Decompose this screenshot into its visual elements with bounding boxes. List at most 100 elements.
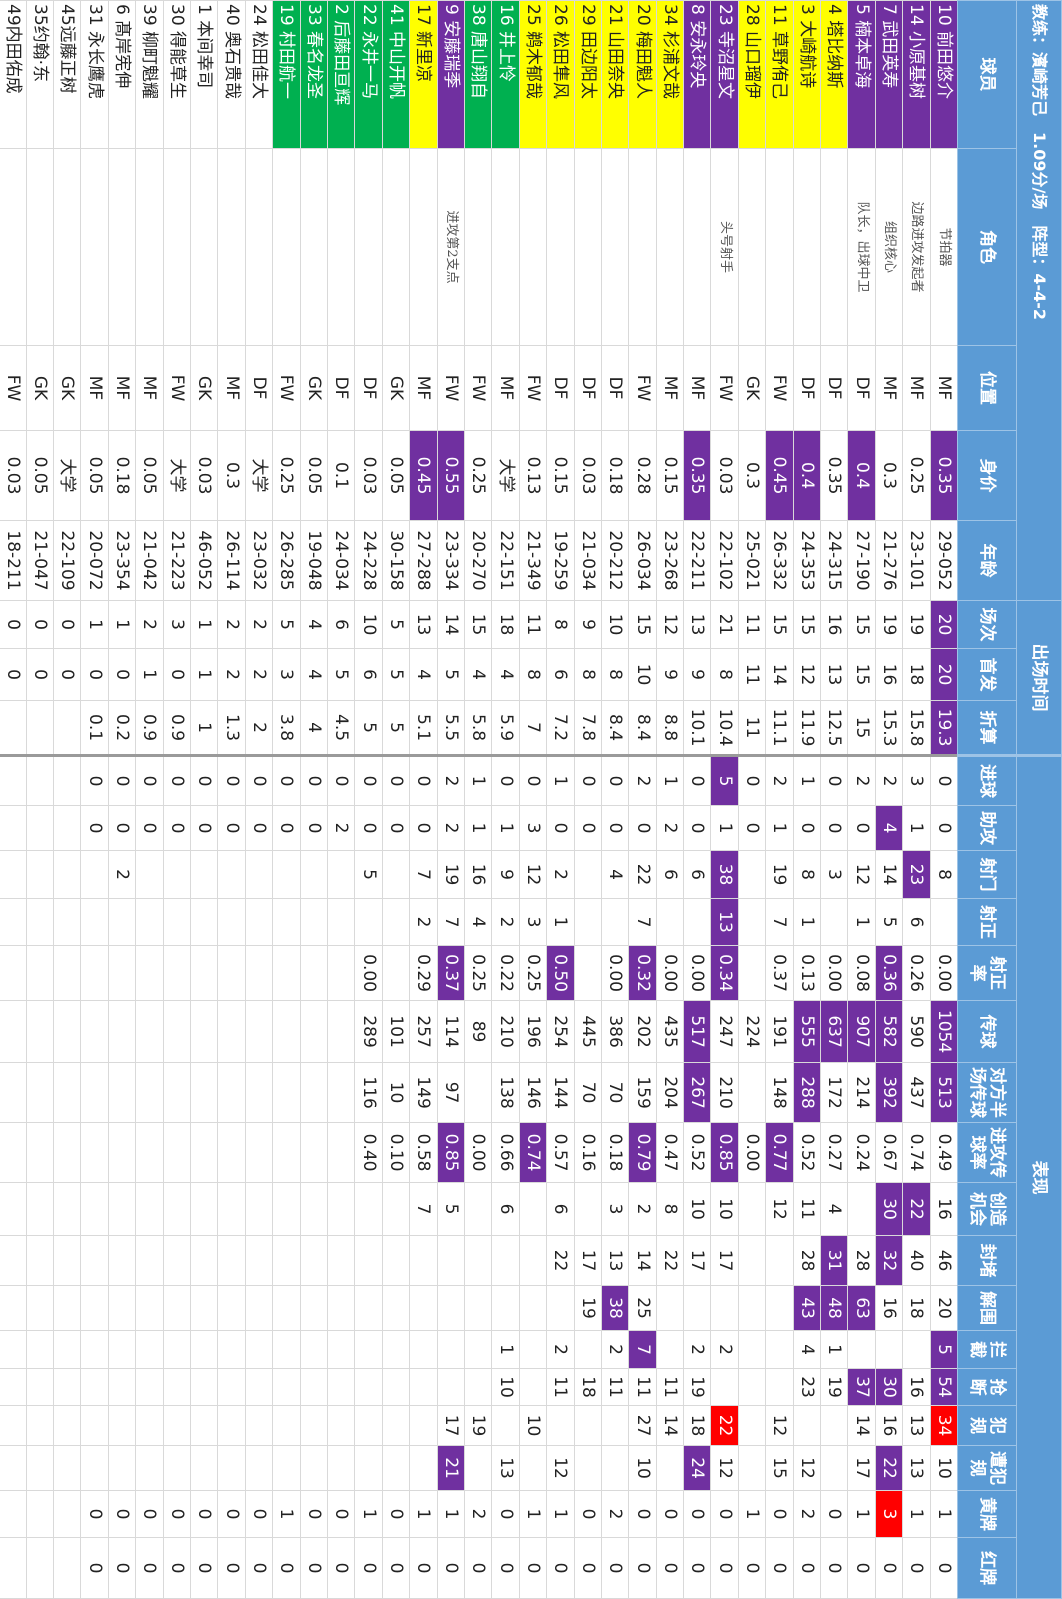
cell [53, 1235, 81, 1286]
cell: 10 [491, 1368, 520, 1406]
cell [108, 148, 136, 346]
cell [245, 1330, 273, 1369]
cell: 0.27 [820, 1122, 848, 1183]
cell: 1 [738, 1490, 766, 1538]
cell: 2 [327, 805, 355, 851]
cell: 12 [546, 1445, 575, 1491]
cell [190, 148, 218, 346]
cell: 288 [793, 1062, 821, 1123]
cell [81, 1182, 109, 1236]
cell: 10 [710, 1182, 739, 1236]
cell [81, 148, 109, 346]
cell [217, 945, 246, 1001]
column-header: 位置 [957, 345, 1017, 431]
player-name: 6 髙岸宪伸 [108, 0, 136, 149]
cell: 0.03 [190, 430, 218, 521]
cell: 0 [683, 1490, 711, 1538]
cell: 15 [847, 600, 876, 649]
cell: 0 [245, 755, 273, 806]
cell [26, 805, 54, 851]
player-row: 23 寺沼星文 头号射手 FW 0.03 22-102 21 8 10.4 5 1 38 13 0.34… [710, 0, 739, 1599]
cell: 0.50 [546, 945, 575, 1001]
cell [135, 1122, 164, 1183]
cell [546, 148, 575, 346]
cell [574, 898, 602, 946]
player-name: 3 大崎航诗 [793, 0, 821, 149]
cell [81, 1330, 109, 1369]
cell [0, 1182, 27, 1236]
cell [217, 1368, 246, 1406]
cell: 172 [820, 1062, 848, 1123]
cell: 22 [628, 850, 657, 899]
cell: 16 [875, 1405, 903, 1446]
cell: 21-034 [574, 520, 602, 601]
cell: 13 [601, 1235, 629, 1286]
cell [163, 1330, 191, 1369]
cell [354, 1285, 383, 1331]
player-name: 25 鹈木郁哉 [519, 0, 547, 149]
player-name: 41 中山开帆 [382, 0, 410, 149]
player-name: 7 武田英寿 [875, 0, 903, 149]
cell: 30 [875, 1182, 903, 1236]
cell: 0 [163, 648, 191, 701]
cell [546, 1405, 575, 1446]
player-row: 19 村田航一 FW 0.25 26-285 5 3 3.8 0 0 1 0 [272, 0, 301, 1599]
cell: DF [793, 345, 821, 431]
cell: 24-228 [354, 520, 383, 601]
cell: 19 [464, 1405, 492, 1446]
cell [491, 1405, 520, 1446]
cell: 17 [710, 1235, 739, 1286]
cell: 0 [354, 755, 383, 806]
cell: MF [902, 345, 931, 431]
cell: 0 [409, 1537, 438, 1599]
cell [108, 1405, 136, 1446]
cell: 1 [190, 648, 218, 701]
cell: 1 [491, 1330, 520, 1369]
cell [135, 1368, 164, 1406]
player-row: 14 小原基树 边路进攻发起者 MF 0.25 23-101 19 18 15.8 3 1 23 6 0… [902, 0, 931, 1599]
cell [272, 1182, 301, 1236]
cell [738, 1062, 766, 1123]
cell [272, 1000, 301, 1063]
cell: 13 [820, 648, 848, 701]
cell: 18-211 [0, 520, 27, 601]
cell: 48 [820, 1285, 848, 1331]
cell: 191 [765, 1000, 794, 1063]
cell: 0.05 [135, 430, 164, 521]
cell: 6 [327, 600, 355, 649]
cell [53, 755, 81, 806]
cell: 210 [491, 1000, 520, 1063]
cell: 23-101 [902, 520, 931, 601]
cell: 5.1 [409, 700, 438, 756]
cell: 23-268 [656, 520, 684, 601]
player-name: 17 新里凉 [409, 0, 438, 149]
player-row: 45远藤正树 GK 大学 22-109 0 0 [53, 0, 81, 1599]
cell [464, 1182, 492, 1236]
cell: 0.24 [847, 1122, 876, 1183]
cell: 437 [902, 1062, 931, 1123]
cell: 11 [793, 1182, 821, 1236]
cell: 19 [820, 1368, 848, 1406]
cell: 1 [902, 1490, 931, 1538]
player-name: 8 安永玲央 [683, 0, 711, 149]
player-name: 45远藤正树 [53, 0, 81, 149]
cell: 0 [53, 600, 81, 649]
cell [0, 805, 27, 851]
cell [217, 1445, 246, 1491]
cell [163, 1000, 191, 1063]
cell: 0 [300, 1490, 328, 1538]
cell: 16 [875, 1285, 903, 1331]
cell: 0.85 [710, 1122, 739, 1183]
cell [382, 1182, 410, 1236]
cell [519, 1235, 547, 1286]
cell: 0 [683, 805, 711, 851]
cell [409, 1285, 438, 1331]
cell: 0.45 [765, 430, 794, 521]
cell: 22-109 [53, 520, 81, 601]
cell: 1 [464, 755, 492, 806]
cell: 5.8 [464, 700, 492, 756]
cell [0, 1330, 27, 1369]
cell: 19 [574, 1285, 602, 1331]
cell [601, 1405, 629, 1446]
